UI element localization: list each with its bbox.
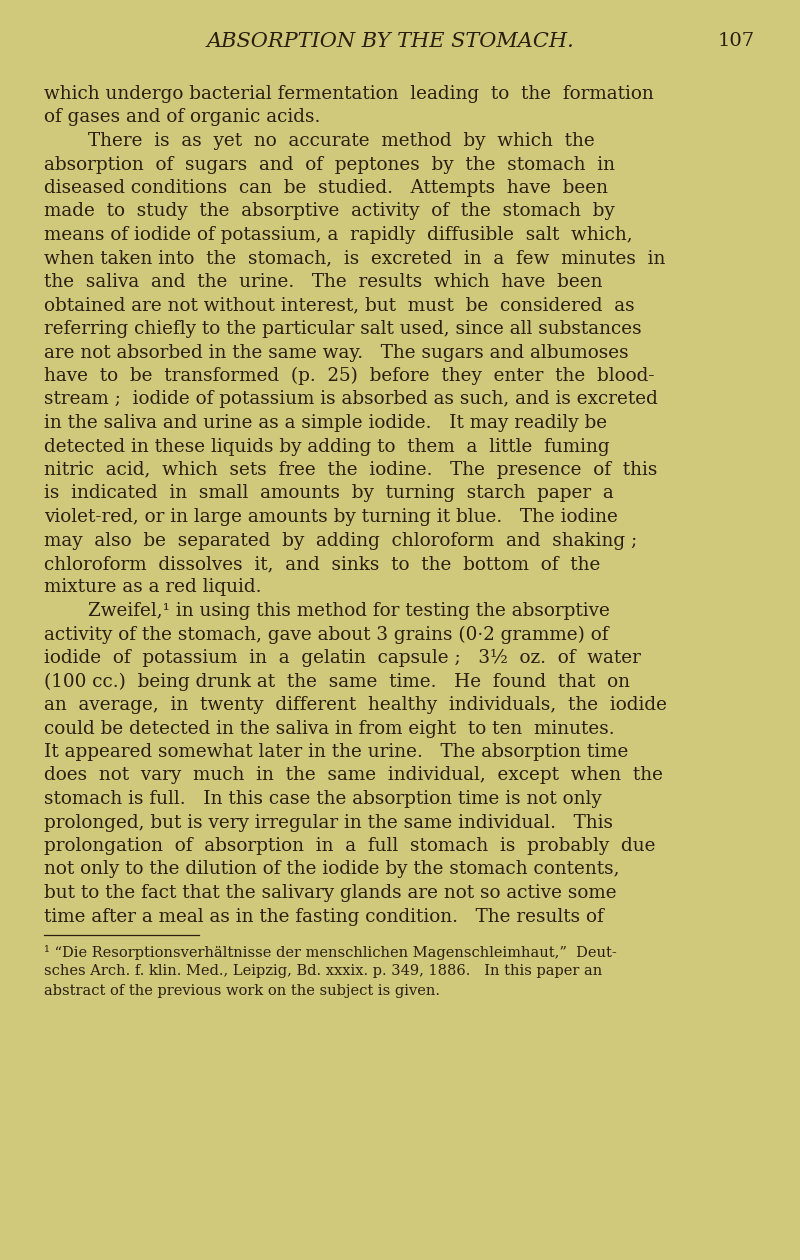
Text: may  also  be  separated  by  adding  chloroform  and  shaking ;: may also be separated by adding chlorofo… — [44, 532, 638, 549]
Text: 107: 107 — [718, 32, 755, 50]
Text: in the saliva and urine as a simple iodide.   It may readily be: in the saliva and urine as a simple iodi… — [44, 415, 607, 432]
Text: (100 cc.)  being drunk at  the  same  time.   He  found  that  on: (100 cc.) being drunk at the same time. … — [44, 673, 630, 690]
Text: ABSORPTION BY THE STOMACH.: ABSORPTION BY THE STOMACH. — [206, 32, 574, 50]
Text: ¹ “Die Resorptionsverhältnisse der menschlichen Magenschleimhaut,”  Deut-: ¹ “Die Resorptionsverhältnisse der mensc… — [44, 945, 617, 960]
Text: an  average,  in  twenty  different  healthy  individuals,  the  iodide: an average, in twenty different healthy … — [44, 696, 667, 714]
Text: not only to the dilution of the iodide by the stomach contents,: not only to the dilution of the iodide b… — [44, 861, 619, 878]
Text: are not absorbed in the same way.   The sugars and albumoses: are not absorbed in the same way. The su… — [44, 344, 629, 362]
Text: abstract of the previous work on the subject is given.: abstract of the previous work on the sub… — [44, 984, 440, 998]
Text: which undergo bacterial fermentation  leading  to  the  formation: which undergo bacterial fermentation lea… — [44, 84, 654, 103]
Text: of gases and of organic acids.: of gases and of organic acids. — [44, 108, 320, 126]
Text: detected in these liquids by adding to  them  a  little  fuming: detected in these liquids by adding to t… — [44, 437, 610, 456]
Text: nitric  acid,  which  sets  free  the  iodine.   The  presence  of  this: nitric acid, which sets free the iodine.… — [44, 461, 658, 479]
Text: time after a meal as in the fasting condition.   The results of: time after a meal as in the fasting cond… — [44, 907, 604, 926]
Text: but to the fact that the salivary glands are not so active some: but to the fact that the salivary glands… — [44, 885, 617, 902]
Text: sches Arch. f. klin. Med., Leipzig, Bd. xxxix. p. 349, 1886.   In this paper an: sches Arch. f. klin. Med., Leipzig, Bd. … — [44, 964, 602, 979]
Text: have  to  be  transformed  (p.  25)  before  they  enter  the  blood-: have to be transformed (p. 25) before th… — [44, 367, 654, 386]
Text: prolongation  of  absorption  in  a  full  stomach  is  probably  due: prolongation of absorption in a full sto… — [44, 837, 655, 856]
Text: Zweifel,¹ in using this method for testing the absorptive: Zweifel,¹ in using this method for testi… — [88, 602, 610, 620]
Text: It appeared somewhat later in the urine.   The absorption time: It appeared somewhat later in the urine.… — [44, 743, 628, 761]
Text: obtained are not without interest, but  must  be  considered  as: obtained are not without interest, but m… — [44, 296, 634, 315]
Text: could be detected in the saliva in from eight  to ten  minutes.: could be detected in the saliva in from … — [44, 719, 614, 737]
Text: iodide  of  potassium  in  a  gelatin  capsule ;   3½  oz.  of  water: iodide of potassium in a gelatin capsule… — [44, 649, 641, 667]
Text: violet-red, or in large amounts by turning it blue.   The iodine: violet-red, or in large amounts by turni… — [44, 508, 618, 525]
Text: is  indicated  in  small  amounts  by  turning  starch  paper  a: is indicated in small amounts by turning… — [44, 485, 614, 503]
Text: stream ;  iodide of potassium is absorbed as such, and is excreted: stream ; iodide of potassium is absorbed… — [44, 391, 658, 408]
Text: There  is  as  yet  no  accurate  method  by  which  the: There is as yet no accurate method by wh… — [88, 132, 594, 150]
Text: mixture as a red liquid.: mixture as a red liquid. — [44, 578, 262, 596]
Text: does  not  vary  much  in  the  same  individual,  except  when  the: does not vary much in the same individua… — [44, 766, 663, 785]
Text: means of iodide of potassium, a  rapidly  diffusible  salt  which,: means of iodide of potassium, a rapidly … — [44, 226, 633, 244]
Text: made  to  study  the  absorptive  activity  of  the  stomach  by: made to study the absorptive activity of… — [44, 203, 614, 220]
Text: prolonged, but is very irregular in the same individual.   This: prolonged, but is very irregular in the … — [44, 814, 613, 832]
Text: absorption  of  sugars  and  of  peptones  by  the  stomach  in: absorption of sugars and of peptones by … — [44, 155, 615, 174]
Text: when taken into  the  stomach,  is  excreted  in  a  few  minutes  in: when taken into the stomach, is excreted… — [44, 249, 666, 267]
Text: chloroform  dissolves  it,  and  sinks  to  the  bottom  of  the: chloroform dissolves it, and sinks to th… — [44, 554, 600, 573]
Text: stomach is full.   In this case the absorption time is not only: stomach is full. In this case the absorp… — [44, 790, 602, 808]
Text: the  saliva  and  the  urine.   The  results  which  have  been: the saliva and the urine. The results wh… — [44, 273, 602, 291]
Text: referring chiefly to the particular salt used, since all substances: referring chiefly to the particular salt… — [44, 320, 642, 338]
Text: diseased conditions  can  be  studied.   Attempts  have  been: diseased conditions can be studied. Atte… — [44, 179, 608, 197]
Text: activity of the stomach, gave about 3 grains (0·2 gramme) of: activity of the stomach, gave about 3 gr… — [44, 625, 609, 644]
